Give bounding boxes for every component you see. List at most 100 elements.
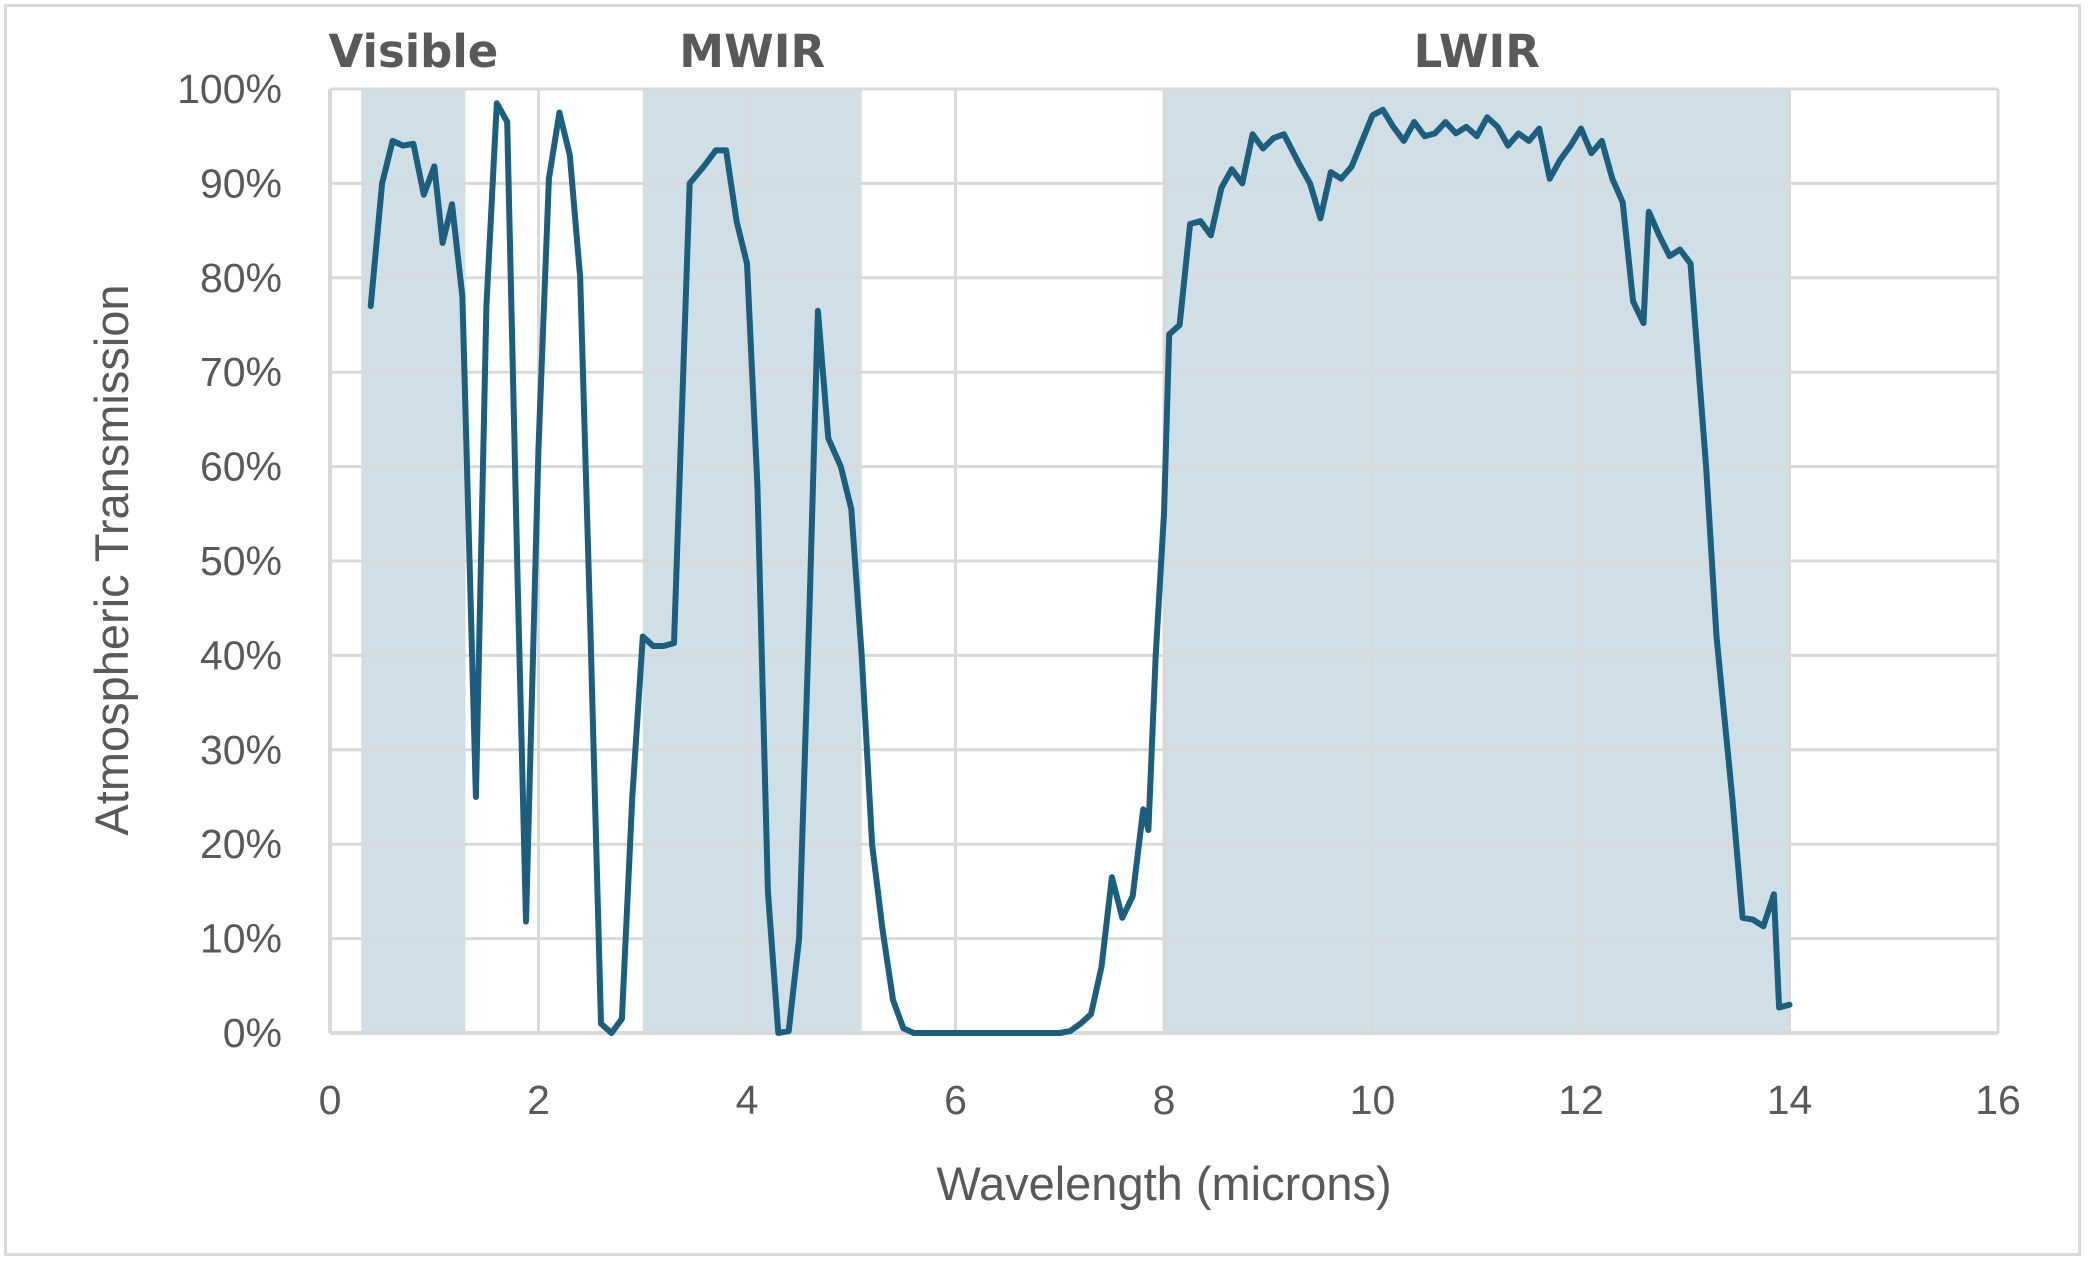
data-point (1715, 635, 1718, 638)
data-point (1579, 127, 1583, 131)
y-axis-title: Atmospheric Transmission (85, 284, 138, 835)
data-point (1475, 134, 1479, 138)
data-point (688, 181, 692, 185)
data-point (1506, 144, 1510, 148)
data-point (1162, 512, 1166, 516)
y-tick-label: 40% (200, 632, 282, 678)
data-point (1272, 136, 1275, 140)
data-point (1777, 1006, 1781, 1009)
data-point (1178, 323, 1182, 327)
data-point (1412, 120, 1416, 124)
y-tick-label: 20% (200, 821, 282, 867)
data-point (1704, 465, 1708, 469)
data-point (1318, 216, 1322, 220)
data-point (1741, 916, 1745, 920)
data-point (839, 465, 843, 469)
data-point (537, 446, 540, 450)
data-point (1517, 131, 1520, 135)
x-tick-label: 2 (527, 1077, 550, 1123)
data-point (1772, 892, 1776, 896)
band-label-visible: Visible (328, 25, 498, 78)
data-point (1371, 113, 1374, 117)
data-point (1647, 210, 1651, 214)
data-point (703, 163, 707, 166)
data-point (547, 177, 551, 181)
data-point (578, 276, 582, 280)
data-point (1120, 916, 1124, 920)
data-point (1558, 158, 1562, 162)
data-point (826, 436, 830, 440)
data-point (954, 1031, 957, 1035)
y-tick-label: 100% (177, 66, 282, 112)
series-layer (367, 100, 1793, 1036)
x-tick-label: 14 (1767, 1077, 1813, 1123)
data-point (672, 641, 676, 645)
data-point (474, 795, 478, 799)
data-point (1751, 918, 1755, 922)
data-point (724, 148, 728, 152)
data-point (1642, 321, 1645, 325)
data-point (1391, 125, 1395, 129)
data-point (870, 842, 874, 846)
data-point (651, 644, 655, 648)
data-point (599, 1022, 603, 1026)
data-point (1261, 147, 1265, 150)
data-point (1154, 653, 1158, 657)
data-point (450, 202, 454, 206)
data-point (745, 262, 749, 266)
data-point (505, 120, 509, 124)
data-point (1282, 132, 1286, 136)
data-point (441, 241, 445, 245)
y-tick-label: 10% (200, 916, 282, 962)
data-point (1298, 163, 1301, 166)
data-point (1496, 125, 1500, 129)
data-point (816, 309, 820, 313)
data-point (411, 142, 415, 146)
data-point (1788, 1003, 1791, 1007)
y-tick-label: 0% (223, 1010, 282, 1056)
data-point (1730, 795, 1734, 799)
data-point (891, 998, 895, 1002)
x-tick-label: 0 (319, 1077, 342, 1123)
data-point (787, 1029, 791, 1033)
data-point (1329, 170, 1333, 174)
data-point (1350, 164, 1354, 168)
data-point (1668, 254, 1672, 258)
data-point (1146, 828, 1150, 832)
data-point (460, 295, 464, 299)
data-point (495, 101, 499, 105)
data-point (1110, 875, 1114, 879)
y-tick-label: 90% (200, 160, 282, 206)
data-point (1068, 1029, 1072, 1033)
data-point (1631, 299, 1635, 303)
data-point (641, 635, 645, 638)
data-point (1464, 125, 1468, 129)
data-point (1360, 139, 1364, 143)
x-axis-title: Wavelength (microns) (936, 1157, 1391, 1210)
data-point (1188, 222, 1192, 226)
data-point (1141, 807, 1145, 811)
data-point (391, 139, 395, 143)
data-point (1167, 332, 1171, 336)
data-point (1339, 177, 1343, 181)
data-point (1433, 131, 1437, 135)
x-tick-label: 6 (944, 1077, 967, 1123)
data-point (1006, 1031, 1010, 1035)
data-point (766, 889, 770, 893)
data-point (1537, 127, 1541, 131)
data-point (1058, 1031, 1062, 1035)
data-point (524, 920, 528, 924)
y-tick-label: 50% (200, 538, 282, 584)
data-point (1423, 134, 1427, 138)
data-point (860, 653, 864, 657)
data-point (849, 507, 853, 511)
data-point (610, 1031, 613, 1035)
data-point (881, 927, 884, 931)
data-point (1610, 177, 1614, 181)
data-point (1444, 120, 1447, 124)
data-point (808, 606, 811, 610)
data-point (1689, 262, 1692, 266)
y-tick-label: 70% (200, 349, 282, 395)
labels-layer: Visible MWIR LWIR0%10%20%30%40%50%60%70%80… (177, 25, 2021, 1123)
